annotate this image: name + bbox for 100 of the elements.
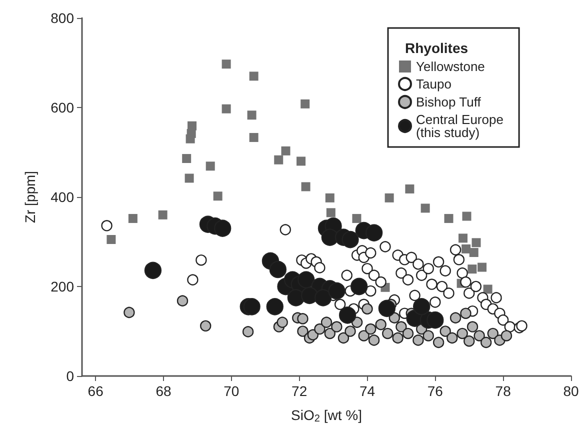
x-tick-label: 72: [292, 383, 308, 399]
point: [440, 326, 451, 337]
point: [276, 316, 288, 328]
point: [300, 286, 318, 304]
legend-title: Rhyolites: [405, 40, 468, 56]
point: [206, 162, 215, 171]
point: [462, 212, 472, 221]
point: [422, 330, 434, 342]
point: [474, 330, 485, 342]
point: [300, 99, 310, 108]
point: [468, 264, 477, 274]
point: [375, 318, 386, 330]
point: [443, 288, 454, 299]
point: [444, 214, 454, 223]
point: [432, 336, 444, 348]
y-tick-label: 400: [50, 189, 74, 205]
point: [368, 270, 380, 281]
point: [362, 263, 373, 274]
y-tick-label: 0: [66, 368, 74, 384]
point: [297, 326, 308, 337]
point: [365, 323, 376, 335]
point: [460, 276, 472, 288]
point: [314, 262, 326, 274]
point: [196, 254, 207, 266]
x-tick-label: 70: [224, 383, 240, 399]
x-tick-label: 80: [563, 383, 579, 399]
legend-label: Central Europe (this study): [416, 112, 508, 140]
point: [338, 332, 350, 344]
point: [222, 104, 231, 114]
point: [158, 210, 168, 220]
point: [460, 308, 472, 319]
point: [176, 295, 188, 306]
point: [464, 335, 475, 347]
point: [266, 298, 284, 316]
point: [480, 336, 492, 348]
point: [402, 274, 414, 286]
point: [341, 270, 352, 281]
point: [338, 306, 356, 324]
point: [365, 285, 376, 297]
point: [325, 193, 334, 202]
point: [200, 320, 212, 332]
legend-label: Taupo: [416, 76, 452, 92]
point: [412, 258, 424, 270]
point: [314, 323, 326, 335]
point: [478, 262, 487, 272]
point: [297, 313, 308, 324]
point: [402, 328, 414, 340]
point: [426, 311, 444, 329]
x-tick-label: 74: [359, 383, 376, 399]
point: [249, 72, 258, 81]
point: [106, 235, 116, 244]
point: [396, 267, 407, 279]
point: [450, 244, 462, 256]
point: [458, 234, 468, 243]
point: [446, 332, 458, 344]
point: [450, 312, 462, 324]
point: [320, 316, 332, 328]
point: [350, 278, 368, 296]
y-tick-label: 800: [50, 10, 74, 26]
point: [456, 328, 468, 340]
point: [298, 271, 315, 288]
point: [422, 263, 434, 274]
point: [462, 244, 471, 254]
point: [392, 332, 404, 344]
point: [352, 214, 362, 223]
x-tick-label: 78: [495, 383, 512, 399]
point: [497, 314, 509, 326]
point: [296, 156, 306, 166]
point: [406, 252, 417, 264]
point: [516, 320, 528, 332]
point: [307, 329, 319, 340]
point: [128, 214, 138, 223]
point: [124, 306, 135, 318]
point: [187, 274, 198, 286]
point: [213, 192, 222, 201]
point: [222, 60, 231, 69]
point: [466, 321, 478, 332]
legend-label: Yellowstone: [416, 59, 485, 74]
point: [500, 330, 512, 342]
point: [487, 328, 498, 340]
point: [380, 241, 391, 252]
point: [344, 326, 356, 337]
point: [469, 248, 478, 257]
point: [368, 334, 380, 346]
point: [384, 193, 394, 202]
point: [249, 132, 258, 142]
point: [326, 208, 336, 218]
point: [324, 328, 336, 340]
point: [416, 270, 428, 281]
point: [409, 290, 420, 302]
point: [342, 230, 359, 248]
point: [453, 254, 465, 266]
point: [184, 174, 194, 183]
point: [426, 278, 438, 290]
point: [464, 288, 475, 299]
point: [182, 154, 192, 164]
point: [412, 334, 424, 346]
x-tick-label: 76: [427, 383, 444, 399]
x-tick-label: 66: [88, 383, 104, 399]
point: [405, 184, 414, 194]
